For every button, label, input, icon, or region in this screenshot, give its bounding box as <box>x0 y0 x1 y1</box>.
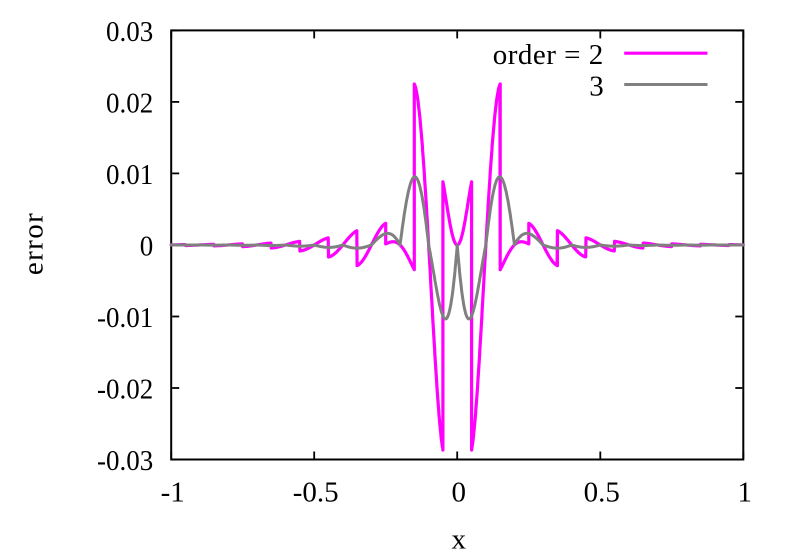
svg-text:-0.5: -0.5 <box>293 477 339 509</box>
svg-text:x: x <box>452 523 467 555</box>
svg-text:0.02: 0.02 <box>106 88 153 120</box>
svg-text:0: 0 <box>140 231 153 263</box>
svg-text:3: 3 <box>589 70 604 102</box>
svg-text:0: 0 <box>452 477 467 509</box>
svg-text:-1: -1 <box>161 477 185 509</box>
svg-text:-0.02: -0.02 <box>97 374 153 406</box>
svg-text:order = 2: order = 2 <box>493 39 604 71</box>
svg-text:0.5: 0.5 <box>584 477 620 509</box>
svg-text:0.03: 0.03 <box>106 16 153 48</box>
svg-text:0.01: 0.01 <box>106 159 153 191</box>
svg-text:-0.03: -0.03 <box>97 445 153 477</box>
svg-text:1: 1 <box>738 477 753 509</box>
svg-text:error: error <box>18 212 50 275</box>
svg-text:-0.01: -0.01 <box>97 302 153 334</box>
